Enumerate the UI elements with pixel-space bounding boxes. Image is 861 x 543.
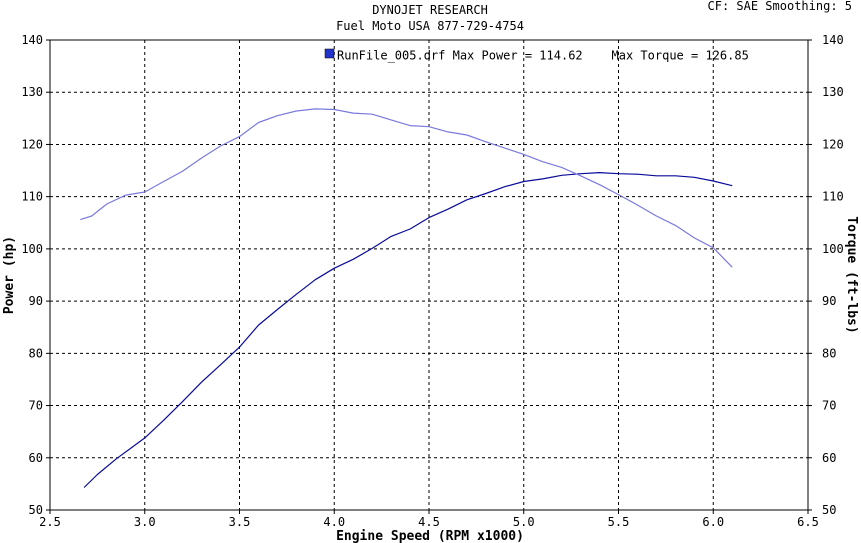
y-tick-label-left: 140	[21, 33, 43, 47]
left-y-tick-labels: 50 60 70 80 90 100 110 120 130 140	[21, 33, 43, 517]
y-tick-label-left: 60	[29, 451, 43, 465]
x-tick-label: 5.0	[513, 515, 535, 529]
y-tick-label-right: 70	[822, 399, 836, 413]
legend-text: RunFile_005.drf Max Power = 114.62 Max T…	[337, 49, 749, 63]
x-tick-label: 5.5	[608, 515, 630, 529]
chart-title-line2: Fuel Moto USA 877-729-4754	[336, 19, 524, 33]
y-tick-label-right: 90	[822, 294, 836, 308]
x-tick-label: 3.0	[134, 515, 156, 529]
y-tick-label-left: 50	[29, 503, 43, 517]
y-tick-label-right: 130	[822, 85, 844, 99]
y-tick-label-right: 80	[822, 346, 836, 360]
y-tick-label-left: 100	[21, 242, 43, 256]
y-tick-label-right: 110	[822, 190, 844, 204]
y-tick-label-right: 140	[822, 33, 844, 47]
y-axis-label-left: Power (hp)	[2, 236, 17, 314]
y-tick-label-left: 120	[21, 137, 43, 151]
right-y-tick-labels: 50 60 70 80 90 100 110 120 130 140	[822, 33, 844, 517]
series-lines	[80, 108, 733, 488]
y-tick-label-right: 100	[822, 242, 844, 256]
correction-info: CF: SAE Smoothing: 5	[708, 0, 853, 13]
x-tick-label: 3.5	[229, 515, 251, 529]
y-tick-label-left: 110	[21, 190, 43, 204]
series-line-torque	[80, 108, 733, 268]
x-tick-labels: 2.5 3.0 3.5 4.0 4.5 5.0 5.5 6.0 6.5	[39, 515, 819, 529]
y-tick-label-right: 120	[822, 137, 844, 151]
y-axis-label-right: Torque (ft-lbs)	[844, 216, 859, 333]
y-tick-label-left: 90	[29, 294, 43, 308]
x-axis-label: Engine Speed (RPM x1000)	[336, 529, 524, 543]
y-tick-label-left: 130	[21, 85, 43, 99]
y-tick-label-left: 70	[29, 399, 43, 413]
y-tick-label-right: 50	[822, 503, 836, 517]
x-tick-label: 4.5	[418, 515, 440, 529]
x-tick-label: 4.0	[323, 515, 345, 529]
y-tick-label-left: 80	[29, 346, 43, 360]
chart-title-line1: DYNOJET RESEARCH	[372, 3, 488, 17]
legend-swatch	[324, 48, 335, 59]
y-tick-label-right: 60	[822, 451, 836, 465]
grid-lines	[46, 39, 812, 514]
x-tick-label: 6.0	[702, 515, 724, 529]
x-tick-label: 2.5	[39, 515, 61, 529]
x-tick-label: 6.5	[797, 515, 819, 529]
series-line-power	[83, 172, 733, 488]
